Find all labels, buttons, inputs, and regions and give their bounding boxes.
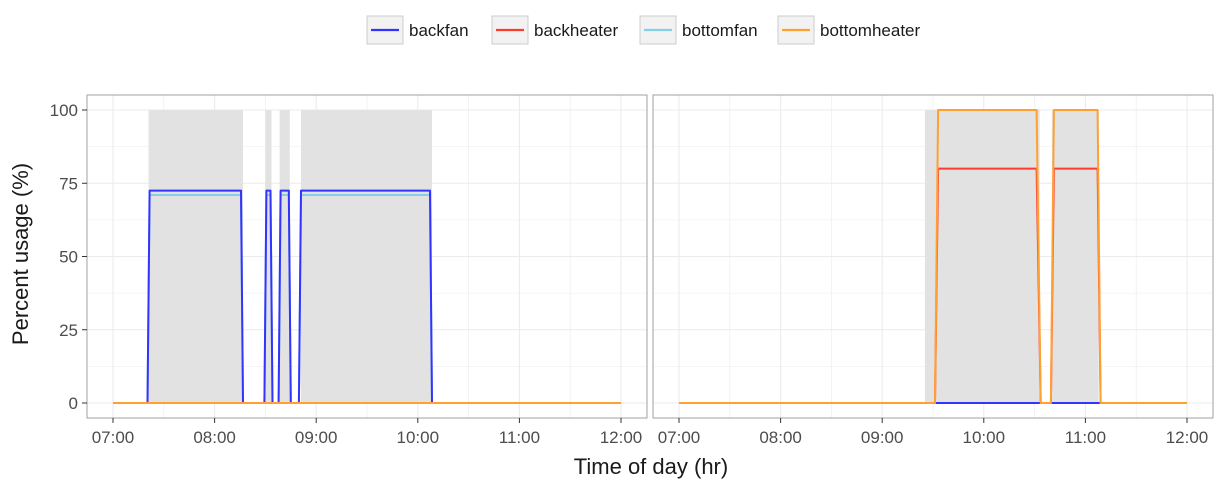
legend: backfan backheater bottomfan bottomheate…: [366, 15, 921, 45]
x-tick-label: 10:00: [397, 428, 440, 447]
y-tick-label: 25: [59, 321, 78, 340]
x-axis-title: Time of day (hr): [574, 454, 728, 479]
y-tick-label: 0: [69, 394, 78, 413]
x-tick-label: 10:00: [963, 428, 1006, 447]
x-tick-label: 08:00: [759, 428, 802, 447]
shaded-interval: [1051, 110, 1099, 403]
panel-1: 07:00 08:00 09:00 10:00 11:00 12:00: [86, 94, 648, 447]
shaded-interval: [279, 110, 290, 403]
y-tick-label: 100: [50, 101, 78, 120]
series-line-bottomheater: [679, 109, 1187, 404]
x-tick-label: 09:00: [295, 428, 338, 447]
y-tick-label: 75: [59, 174, 78, 193]
x-tick-label: 12:00: [600, 428, 643, 447]
legend-label-backheater: backheater: [534, 21, 618, 40]
legend-item-backfan: backfan: [366, 15, 469, 45]
panel-border: [652, 94, 1214, 419]
shaded-interval: [148, 110, 244, 403]
panels: 07:00 08:00 09:00 10:00 11:00 12:00 07:00 08:00…: [86, 94, 1214, 447]
x-tick-label: 09:00: [861, 428, 904, 447]
shaded-interval: [300, 110, 433, 403]
x-tick-label: 12:00: [1166, 428, 1209, 447]
x-tick-label: 11:00: [1065, 428, 1106, 447]
x-tick-label: 07:00: [658, 428, 701, 447]
legend-item-bottomheater: bottomheater: [777, 15, 921, 45]
x-tick-label: 11:00: [499, 428, 540, 447]
legend-label-backfan: backfan: [409, 21, 469, 40]
legend-label-bottomheater: bottomheater: [820, 21, 921, 40]
y-tick-label: 50: [59, 248, 78, 267]
x-tick-label: 07:00: [92, 428, 135, 447]
x-tick-label: 08:00: [193, 428, 236, 447]
y-axis: 0 25 50 75 100: [50, 101, 87, 413]
panel-2: 07:00 08:00 09:00 10:00 11:00 12:00: [652, 94, 1214, 447]
legend-label-bottomfan: bottomfan: [682, 21, 758, 40]
shaded-interval: [924, 110, 1040, 403]
shaded-interval: [265, 110, 272, 403]
legend-item-backheater: backheater: [491, 15, 618, 45]
legend-item-bottomfan: bottomfan: [639, 15, 758, 45]
y-axis-title: Percent usage (%): [8, 163, 33, 345]
